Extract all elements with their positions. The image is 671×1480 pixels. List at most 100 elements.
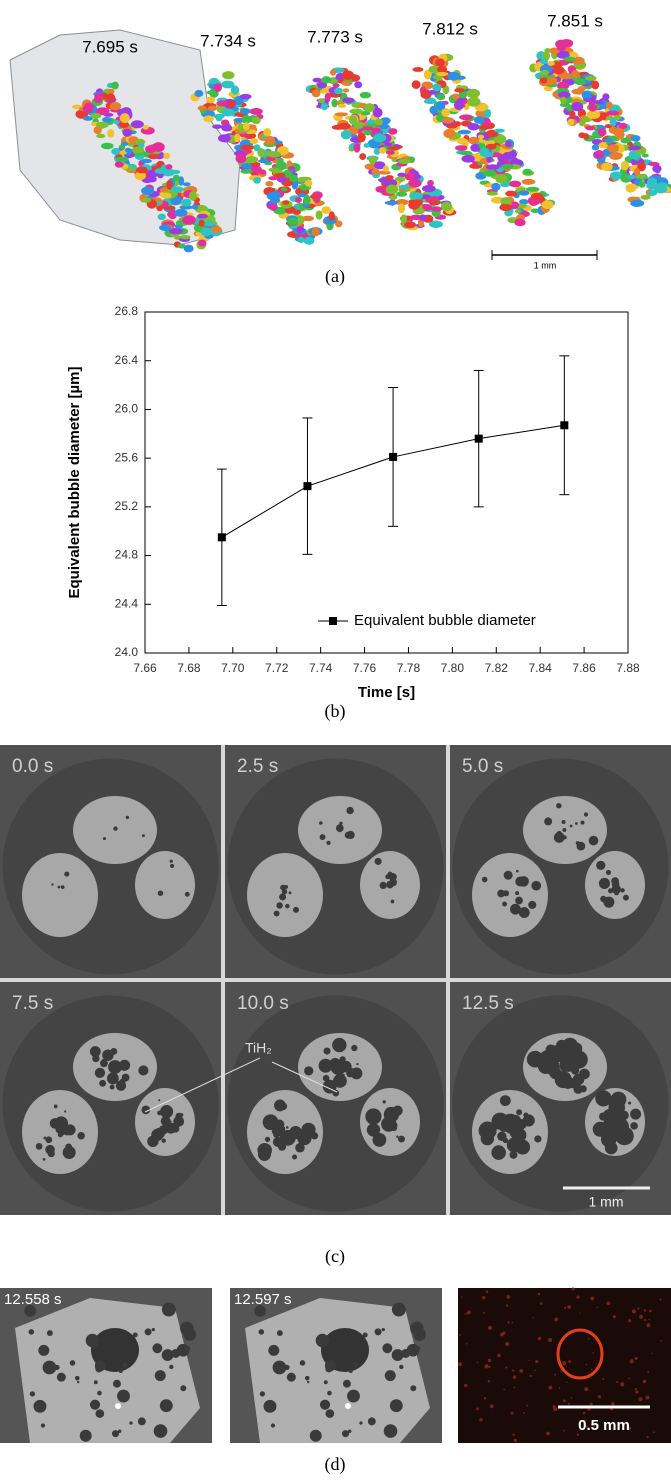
panel-label: (b) — [325, 701, 346, 722]
bubble-render — [341, 80, 352, 86]
ct-pore — [511, 1127, 527, 1143]
bubble-render — [364, 103, 375, 113]
ct-pore — [619, 1110, 629, 1121]
bubble-render — [106, 93, 116, 102]
ct-pore — [102, 837, 106, 841]
ct-pore — [596, 860, 606, 871]
bubble-render — [609, 151, 623, 160]
bubble-render — [291, 180, 299, 190]
y-tick-label: 26.8 — [115, 304, 139, 318]
difference-speck — [567, 1402, 570, 1405]
ct-pore — [45, 1136, 53, 1144]
time-label: 7.812 s — [422, 19, 478, 38]
difference-image — [458, 1288, 671, 1443]
bubble-render — [459, 114, 473, 121]
annotation-line — [144, 1057, 261, 1113]
difference-speck — [476, 1361, 479, 1364]
ct-pore — [346, 806, 354, 815]
ct-pore — [171, 1124, 180, 1133]
ct-pore — [285, 903, 290, 909]
bubble-render — [421, 185, 436, 193]
difference-speck — [464, 1313, 466, 1315]
bubble-render — [473, 116, 485, 124]
bubble-render — [253, 177, 261, 184]
difference-speck — [592, 1424, 596, 1427]
bubble-render — [303, 194, 311, 205]
bubble-render — [470, 143, 481, 152]
ct-pore — [553, 832, 565, 843]
bubble-render — [249, 108, 263, 115]
y-tick-label: 24.8 — [115, 548, 139, 562]
bubble-render — [563, 56, 576, 62]
bubble-render — [595, 149, 604, 158]
ct-pore — [518, 876, 529, 887]
ct-pore — [307, 1380, 310, 1384]
bubble-render — [194, 89, 204, 97]
ct-pore — [611, 877, 619, 886]
ct-pore — [347, 1389, 360, 1403]
bubble-render — [122, 128, 132, 137]
bubble-render — [387, 146, 401, 151]
difference-speck — [629, 1359, 634, 1364]
bubble-render — [282, 200, 290, 205]
ct-pore — [583, 812, 589, 817]
bubble-render — [534, 73, 542, 78]
bubble-render — [384, 200, 399, 205]
difference-speck — [485, 1290, 489, 1294]
bubble-render — [522, 168, 533, 175]
bubble-render — [331, 124, 345, 130]
bubble-render — [431, 206, 443, 212]
ct-pore — [502, 901, 508, 907]
bubble-render — [188, 191, 197, 201]
bubble-render — [459, 150, 473, 156]
bubble-render — [384, 142, 393, 147]
ct-pore — [386, 880, 393, 887]
difference-speck — [489, 1326, 491, 1329]
bubble-render — [586, 110, 601, 120]
ct-pore — [160, 1105, 174, 1119]
bubble-render — [312, 77, 323, 83]
time-label: 7.695 s — [82, 37, 138, 56]
bubble-render — [334, 87, 343, 95]
ct-pore — [374, 857, 382, 865]
difference-speck — [497, 1353, 501, 1358]
ct-pore — [169, 859, 173, 863]
bubble-render — [499, 203, 513, 212]
bubble-render — [397, 172, 407, 178]
ct-pore — [588, 835, 599, 846]
time-label: 10.0 s — [237, 993, 289, 1014]
difference-speck — [505, 1304, 509, 1307]
bubble-render — [131, 146, 145, 154]
ct-pore — [257, 1147, 271, 1161]
x-tick-label: 7.68 — [177, 661, 201, 675]
ct-pore — [318, 1058, 333, 1073]
bubble-render — [467, 123, 480, 131]
difference-speck — [620, 1382, 625, 1387]
bubble-render — [243, 122, 250, 131]
bubble-render — [584, 75, 597, 81]
ct-pore — [43, 1136, 47, 1140]
bubble-render — [412, 67, 424, 72]
bubble-render — [400, 214, 408, 223]
ct-pore — [491, 1145, 506, 1160]
ct-particle — [472, 853, 548, 937]
bubble-render — [111, 147, 121, 155]
ct-pore — [544, 817, 553, 826]
bubble-render — [253, 144, 261, 152]
bubble-render — [504, 150, 518, 159]
bubble-render — [525, 186, 540, 192]
bubble-render — [457, 129, 472, 135]
ct-pore — [304, 1375, 310, 1381]
bubble-render — [198, 239, 207, 247]
bubble-render — [301, 215, 315, 222]
time-label: 7.773 s — [307, 27, 363, 46]
bubble-render — [200, 227, 213, 237]
difference-speck — [537, 1336, 542, 1341]
y-tick-label: 26.4 — [115, 353, 139, 367]
y-tick-label: 25.2 — [115, 499, 139, 513]
bubble-render — [501, 163, 514, 170]
bubble-render — [556, 81, 570, 91]
bubble-render — [406, 171, 415, 181]
ct-pore — [154, 1370, 166, 1382]
